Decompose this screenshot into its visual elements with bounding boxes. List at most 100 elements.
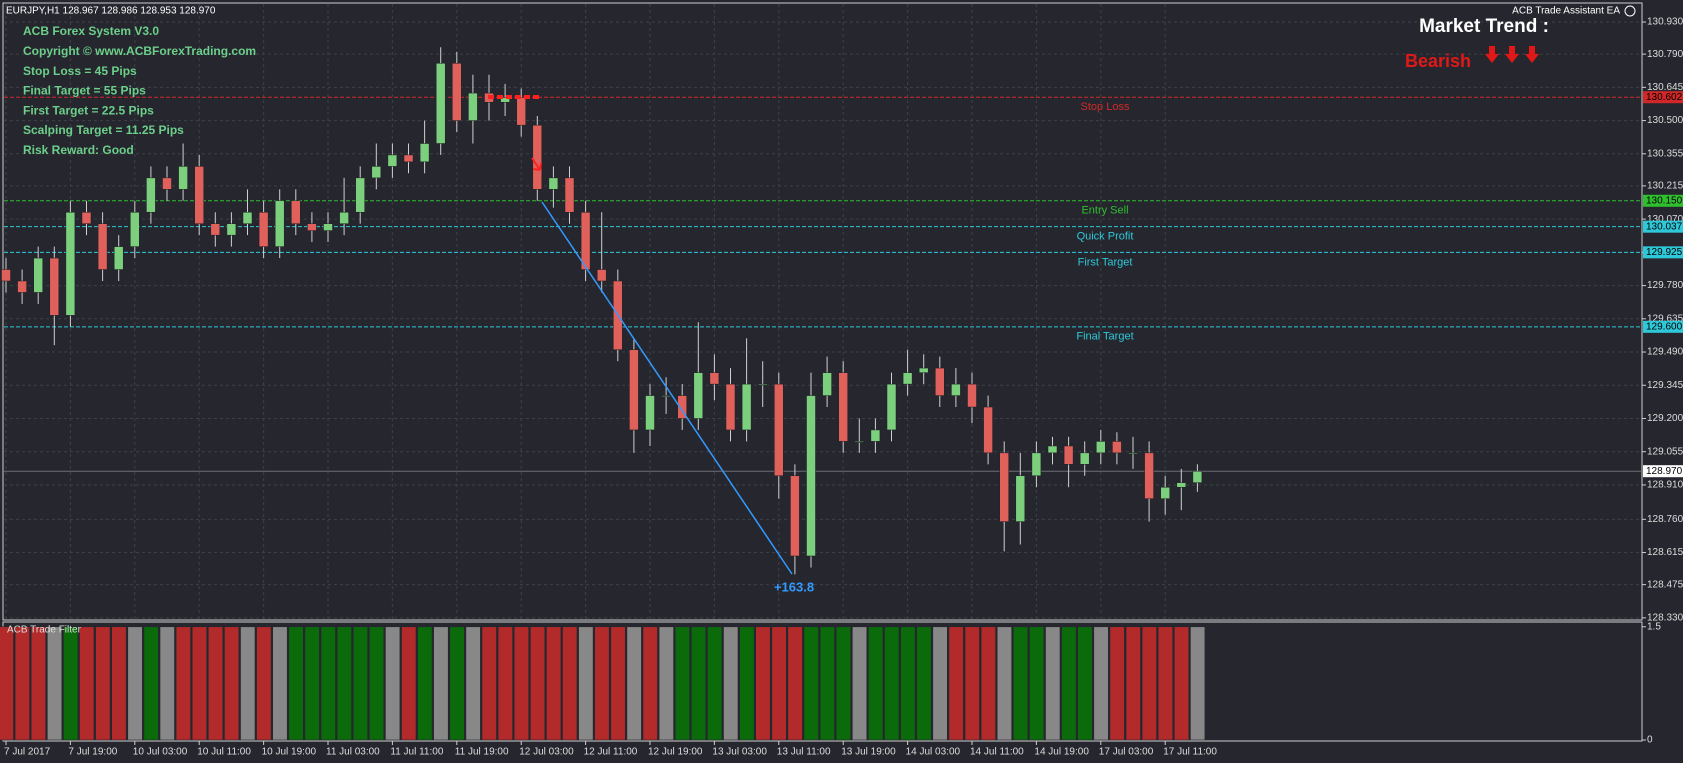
candle-body (1144, 452, 1154, 499)
price-tag (1643, 220, 1683, 233)
filter-bar (594, 626, 610, 741)
candle-body (580, 211, 591, 270)
candle-body (596, 269, 607, 282)
current-price-tag (1643, 465, 1683, 478)
candle-body (935, 367, 945, 396)
filter-bar (159, 626, 175, 741)
candle-body (806, 395, 816, 557)
trend-value: Bearish (1405, 51, 1471, 71)
y-tick-label: 128.760 (1647, 514, 1683, 525)
level-name: Stop Loss (1081, 101, 1130, 113)
filter-bar (1141, 626, 1157, 741)
ea-icon (1624, 5, 1636, 17)
candle-body (1096, 441, 1106, 454)
price-tag-label: 129.600 (1646, 321, 1683, 332)
market-trend-label: Market Trend : (1419, 16, 1549, 37)
info-line: Scalping Target = 11.25 Pips (23, 123, 184, 137)
candle-body (693, 372, 704, 419)
filter-bar (143, 626, 159, 741)
filter-bar (30, 626, 47, 741)
candle-body (97, 223, 108, 270)
filter-bar (1174, 626, 1190, 741)
filter-bar (723, 626, 739, 741)
x-tick-label: 10 Jul 11:00 (197, 747, 251, 758)
filter-bar (996, 626, 1013, 741)
candle-body (741, 383, 752, 431)
x-tick-label: 10 Jul 03:00 (133, 747, 188, 758)
candle-body (468, 92, 478, 121)
x-tick-label: 14 Jul 11:00 (970, 747, 1024, 758)
filter-bar (417, 626, 433, 741)
x-tick-label: 7 Jul 2017 (4, 747, 51, 758)
filter-bar (304, 626, 320, 741)
filter-y-tick-label: 1.5 (1647, 621, 1661, 632)
candle-body (1015, 475, 1026, 522)
candle-body (33, 257, 43, 293)
price-tag-label: 130.602 (1646, 92, 1683, 103)
candle-body (113, 246, 124, 270)
filter-bar (980, 626, 996, 741)
filter-bar (95, 626, 111, 741)
trend-arrows (1485, 46, 1539, 63)
candle-body (532, 124, 543, 190)
y-tick-label: 129.055 (1647, 446, 1683, 457)
sell-arrow (531, 157, 542, 171)
filter-bar (401, 626, 417, 741)
info-line: Stop Loss = 45 Pips (23, 64, 137, 78)
filter-bar (690, 626, 707, 741)
filter-bar (626, 626, 642, 741)
y-tick-label: 128.475 (1647, 579, 1683, 590)
y-tick-label: 128.330 (1647, 612, 1683, 623)
candle-body (645, 395, 655, 431)
filter-bar (111, 626, 127, 741)
y-tick-label: 128.910 (1647, 480, 1683, 491)
candle-body (17, 280, 27, 293)
candle-body (65, 211, 76, 316)
candle-body (677, 395, 687, 419)
candle-body (274, 200, 285, 247)
candle-body (709, 372, 720, 385)
filter-bar (272, 626, 288, 741)
y-tick-label: 130.790 (1647, 49, 1683, 60)
x-tick-label: 11 Jul 03:00 (326, 747, 380, 758)
price-tag (1643, 91, 1683, 104)
candle-body (548, 177, 559, 190)
y-tick-label: 129.345 (1647, 380, 1683, 391)
filter-bar (1125, 626, 1141, 741)
y-tick-label: 130.355 (1647, 148, 1683, 159)
x-tick-label: 12 Jul 11:00 (584, 747, 638, 758)
candle-body (387, 154, 398, 167)
y-tick-label: 129.635 (1647, 313, 1683, 324)
level-name: First Target (1078, 256, 1133, 268)
y-tick-label: 128.615 (1647, 547, 1683, 558)
filter-bar (835, 626, 852, 741)
filter-bar (336, 626, 352, 741)
candle-body (226, 223, 237, 236)
filter-bar (288, 626, 304, 741)
candle-body (452, 63, 462, 121)
candle-body (178, 166, 188, 190)
x-tick-label: 14 Jul 03:00 (906, 747, 961, 758)
filter-bar (1157, 626, 1173, 741)
current-price-label: 128.970 (1646, 466, 1683, 477)
candle-body (323, 223, 333, 231)
filter-bar (224, 626, 240, 741)
filter-bar (1077, 626, 1093, 741)
candle-body (258, 211, 269, 247)
filter-bar (46, 626, 63, 741)
candle-body (1031, 452, 1042, 477)
level-name: Quick Profit (1077, 231, 1134, 243)
candle-body (967, 383, 977, 408)
info-line: ACB Forex System V3.0 (23, 24, 159, 38)
filter-bar (884, 626, 900, 741)
filter-bar (707, 626, 723, 741)
filter-bar (787, 626, 803, 741)
candle-body (854, 441, 865, 443)
filter-bar (610, 626, 626, 741)
filter-bar (1045, 626, 1061, 741)
filter-bar (1029, 626, 1045, 741)
filter-bar (900, 626, 916, 741)
filter-bar (79, 626, 95, 741)
filter-bar (127, 626, 143, 741)
